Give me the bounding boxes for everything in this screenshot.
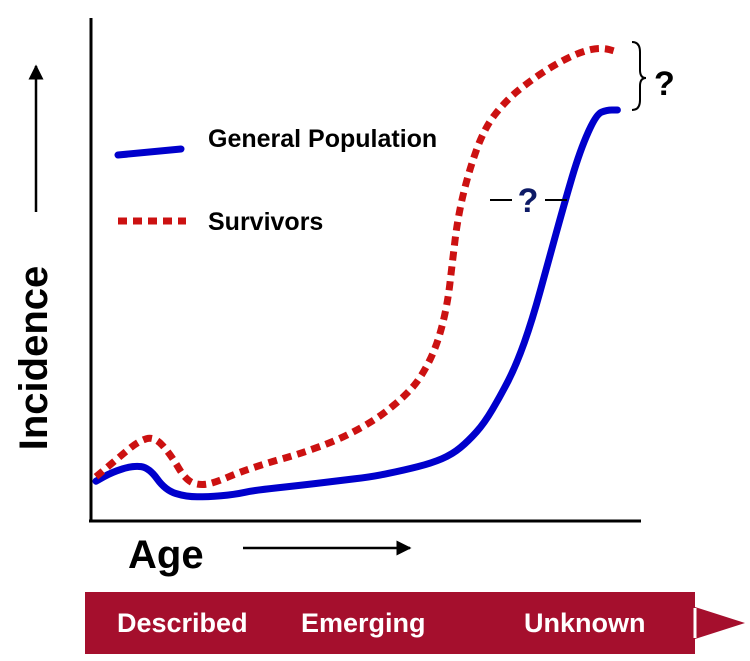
peak-gap-brace — [631, 41, 647, 111]
stage-label-described: Described — [117, 608, 248, 638]
stage-label-unknown: Unknown — [524, 608, 646, 638]
stage-bar — [85, 592, 745, 654]
stage-label-emerging: Emerging — [301, 608, 426, 638]
y-axis-label: Incidence — [12, 266, 56, 451]
x-axis-label: Age — [128, 533, 204, 577]
legend: General Population Survivors — [114, 125, 437, 236]
mid-gap-question: ? — [518, 182, 539, 220]
legend-swatch-general-population — [114, 145, 185, 159]
series-line-survivors — [93, 45, 619, 488]
legend-label-general-population: General Population — [208, 125, 437, 153]
legend-label-survivors: Survivors — [208, 208, 323, 236]
series-line-general-population — [92, 106, 621, 501]
peak-gap-question: ? — [654, 65, 675, 103]
